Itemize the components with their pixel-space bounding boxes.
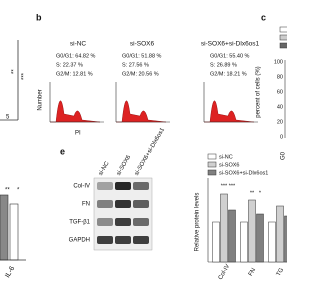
legend-swatch [279, 34, 287, 41]
blot-band [97, 236, 113, 244]
panel-label: b [36, 12, 42, 22]
tick-label: 100 [274, 59, 283, 65]
blot-band [115, 200, 131, 208]
stat-text: G0/G1: 64.82 % [56, 53, 96, 59]
x-tick-label: FN [248, 267, 257, 277]
group-title: si-SOX6+si-Dlx6os1 [201, 41, 260, 48]
legend-swatch [279, 26, 287, 33]
stat-text: G0/G1: 51.88 % [122, 53, 162, 59]
bar [256, 213, 264, 263]
bar [240, 221, 248, 263]
legend-label: si-SOX6 [219, 162, 239, 168]
legend-label: si-NC [219, 154, 233, 160]
lane-label: si-SOX6+si-Dlx6os1 [134, 127, 166, 177]
group-title: si-NC [70, 41, 87, 48]
y-label: Number [38, 89, 44, 110]
bar [212, 221, 220, 263]
stat-text: S: 22.37 % [56, 62, 83, 68]
tick-label: 20 [277, 119, 283, 125]
legend-label: si-SOX6+si-Dlx6os1 [219, 170, 268, 176]
x-label: G0 [281, 151, 287, 160]
legend-swatch [207, 169, 217, 176]
significance: * [259, 190, 262, 196]
y-label: Relative protein levels [195, 193, 201, 252]
lane-label: si-NC [98, 160, 111, 177]
blot-band [115, 182, 131, 190]
stat-text: S: 27.56 % [122, 62, 149, 68]
tick-label: 60 [277, 89, 283, 95]
legend-swatch [207, 161, 217, 168]
stat-text: G2/M: 12.81 % [56, 71, 93, 77]
significance: *** [22, 72, 28, 80]
histogram-peak [204, 100, 255, 123]
histogram-peak [50, 100, 101, 123]
stat-text: G0/G1: 55.40 % [210, 53, 250, 59]
x-label: IL-6 [4, 265, 16, 279]
tick-label: 5 [6, 115, 10, 121]
blot-band [97, 218, 113, 226]
bar [0, 194, 9, 261]
tick-label: 40 [277, 104, 283, 110]
group-title: si-SOX6 [130, 41, 155, 48]
bar [268, 221, 276, 263]
significance: ** [250, 190, 255, 196]
row-label: GAPDH [69, 238, 90, 244]
row-label: Col-IV [73, 184, 90, 190]
x-label: PI [75, 131, 81, 137]
blot-band [97, 200, 113, 208]
panel-label: c [261, 12, 266, 22]
y-label: percent of cells (%) [256, 66, 262, 117]
tick-label: 80 [277, 74, 283, 80]
significance: ** [5, 188, 10, 194]
lane-label: si-SOX6 [116, 154, 133, 177]
bar [284, 215, 287, 263]
x-tick-label: Col-IV [218, 264, 232, 281]
bar [276, 205, 284, 263]
bar [220, 193, 228, 263]
row-label: FN [82, 202, 90, 208]
histogram-peak [116, 100, 167, 123]
blot-band [115, 236, 131, 244]
blot-band [97, 182, 113, 190]
blot-band [133, 182, 149, 190]
significance: *** [229, 183, 236, 189]
blot-band [115, 218, 131, 226]
significance: *** [221, 183, 228, 189]
significance: * [17, 188, 20, 194]
blot-band [133, 200, 149, 208]
bar [9, 203, 19, 261]
bar [228, 209, 236, 263]
stat-text: G2/M: 18.21 % [210, 71, 247, 77]
legend-swatch [279, 42, 287, 49]
x-tick-label: TG [276, 267, 286, 278]
panel-label: e [60, 146, 65, 156]
blot-band [133, 218, 149, 226]
stat-text: S: 26.89 % [210, 62, 237, 68]
bar [248, 199, 256, 263]
stat-text: G2/M: 20.56 % [122, 71, 159, 77]
significance: ** [12, 69, 18, 74]
tick-label: 0 [280, 134, 283, 140]
legend-swatch [207, 153, 217, 160]
row-label: TGF-β1 [69, 220, 90, 226]
blot-band [133, 236, 149, 244]
